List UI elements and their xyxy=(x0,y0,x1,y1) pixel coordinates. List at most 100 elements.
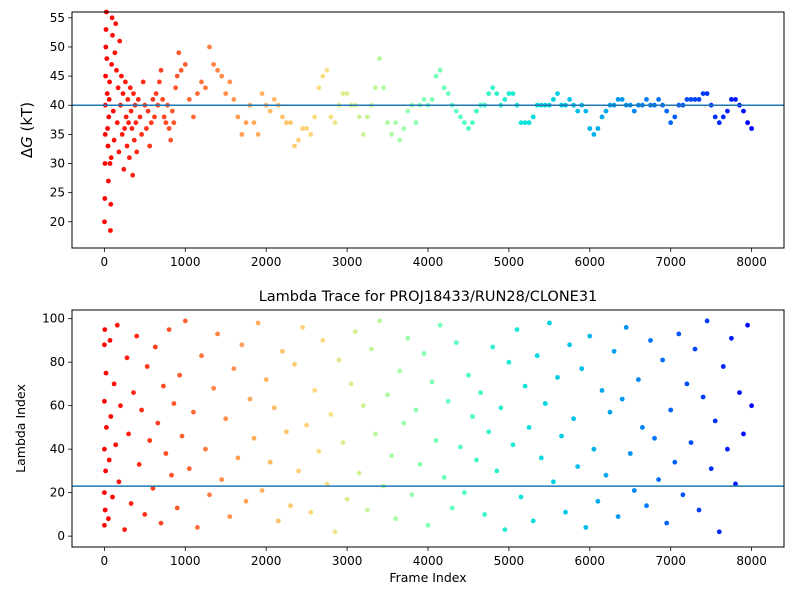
lambda-point xyxy=(583,525,589,530)
lambda-point xyxy=(684,381,690,387)
delta-g-point xyxy=(720,114,726,120)
lambda-point xyxy=(745,322,750,328)
delta-g-point xyxy=(591,132,597,137)
delta-g-point xyxy=(137,114,143,120)
delta-g-point xyxy=(191,114,196,120)
delta-g-x-tick-label: 4000 xyxy=(413,255,444,269)
lambda-point xyxy=(191,409,196,415)
lambda-point xyxy=(102,490,107,495)
delta-g-point xyxy=(173,85,179,91)
lambda-point xyxy=(104,425,109,430)
lambda-point xyxy=(231,366,237,372)
delta-g-point xyxy=(106,178,111,184)
delta-g-point xyxy=(186,97,192,102)
delta-g-point xyxy=(664,108,670,114)
delta-g-point xyxy=(725,108,730,114)
delta-g-point xyxy=(126,120,131,126)
delta-g-point xyxy=(106,97,112,102)
delta-g-point xyxy=(102,161,108,166)
delta-g-point xyxy=(145,108,151,114)
lambda-point xyxy=(559,433,564,439)
lambda-point xyxy=(203,446,208,452)
delta-g-y-axis-label: ΔG (kT) xyxy=(18,102,36,158)
lambda-point xyxy=(555,375,560,380)
delta-g-point xyxy=(102,196,108,201)
delta-g-x-tick-label: 6000 xyxy=(575,255,606,269)
delta-g-point xyxy=(312,114,318,120)
lambda-point xyxy=(538,455,544,461)
delta-g-point xyxy=(243,120,249,126)
lambda-point xyxy=(288,503,293,509)
delta-g-point xyxy=(126,155,132,161)
lambda-point xyxy=(239,342,245,348)
delta-g-point xyxy=(255,132,261,137)
lambda-point xyxy=(680,492,686,498)
lambda-point xyxy=(364,507,370,513)
lambda-x-tick-label: 0 xyxy=(101,554,109,568)
delta-g-point xyxy=(153,91,159,96)
lambda-point xyxy=(579,366,585,372)
delta-g-point xyxy=(300,126,305,131)
delta-g-point xyxy=(121,166,127,172)
delta-g-point xyxy=(134,149,140,155)
delta-g-point xyxy=(171,120,177,126)
lambda-point xyxy=(547,320,552,326)
delta-g-point xyxy=(506,91,512,96)
delta-g-point xyxy=(271,97,277,102)
delta-g-point xyxy=(700,91,706,96)
delta-g-point xyxy=(103,73,108,79)
lambda-point xyxy=(134,333,140,339)
lambda-point xyxy=(494,468,500,474)
delta-g-point xyxy=(486,91,492,96)
lambda-point xyxy=(131,390,136,395)
lambda-point xyxy=(672,459,678,465)
lambda-x-tick-label: 6000 xyxy=(575,554,606,568)
lambda-point xyxy=(344,496,350,502)
lambda-point xyxy=(377,318,382,324)
lambda-point xyxy=(571,416,576,422)
delta-g-point xyxy=(110,32,115,38)
lambda-x-axis-label: Frame Index xyxy=(389,570,466,585)
lambda-point xyxy=(644,503,649,509)
lambda-point xyxy=(259,488,265,493)
lambda-point xyxy=(676,331,682,337)
lambda-point xyxy=(595,498,601,504)
delta-g-point xyxy=(393,120,398,126)
delta-g-point xyxy=(107,161,113,166)
delta-g-point xyxy=(106,114,112,120)
lambda-y-tick-label: 60 xyxy=(50,399,65,413)
delta-g-point xyxy=(332,120,338,126)
lambda-point xyxy=(150,485,156,491)
delta-g-point xyxy=(211,62,217,67)
delta-g-point xyxy=(704,91,710,96)
delta-g-point xyxy=(219,73,225,79)
lambda-point xyxy=(652,435,657,441)
delta-g-y-tick-label: 50 xyxy=(50,40,65,54)
lambda-point xyxy=(429,379,435,385)
delta-g-point xyxy=(207,44,212,50)
delta-g-point xyxy=(104,91,110,96)
lambda-point xyxy=(640,425,645,430)
delta-g-point xyxy=(324,67,330,73)
delta-g-point xyxy=(583,108,589,114)
delta-g-point xyxy=(373,85,378,91)
lambda-point xyxy=(267,459,273,465)
lambda-point xyxy=(510,442,516,448)
lambda-point xyxy=(336,357,342,363)
lambda-point xyxy=(688,440,694,445)
delta-g-point xyxy=(733,97,738,102)
delta-g-x-tick-label: 2000 xyxy=(251,255,282,269)
lambda-point xyxy=(111,381,117,387)
delta-g-point xyxy=(163,120,169,126)
delta-g-point xyxy=(518,120,524,126)
delta-g-point xyxy=(135,97,141,102)
lambda-point xyxy=(152,344,158,350)
lambda-point xyxy=(631,488,637,493)
delta-g-point xyxy=(107,79,112,85)
lambda-point xyxy=(284,429,289,435)
lambda-point xyxy=(161,383,166,389)
lambda-point xyxy=(530,518,536,524)
delta-g-point xyxy=(231,97,237,102)
lambda-point xyxy=(348,381,354,387)
delta-g-point xyxy=(251,120,257,126)
